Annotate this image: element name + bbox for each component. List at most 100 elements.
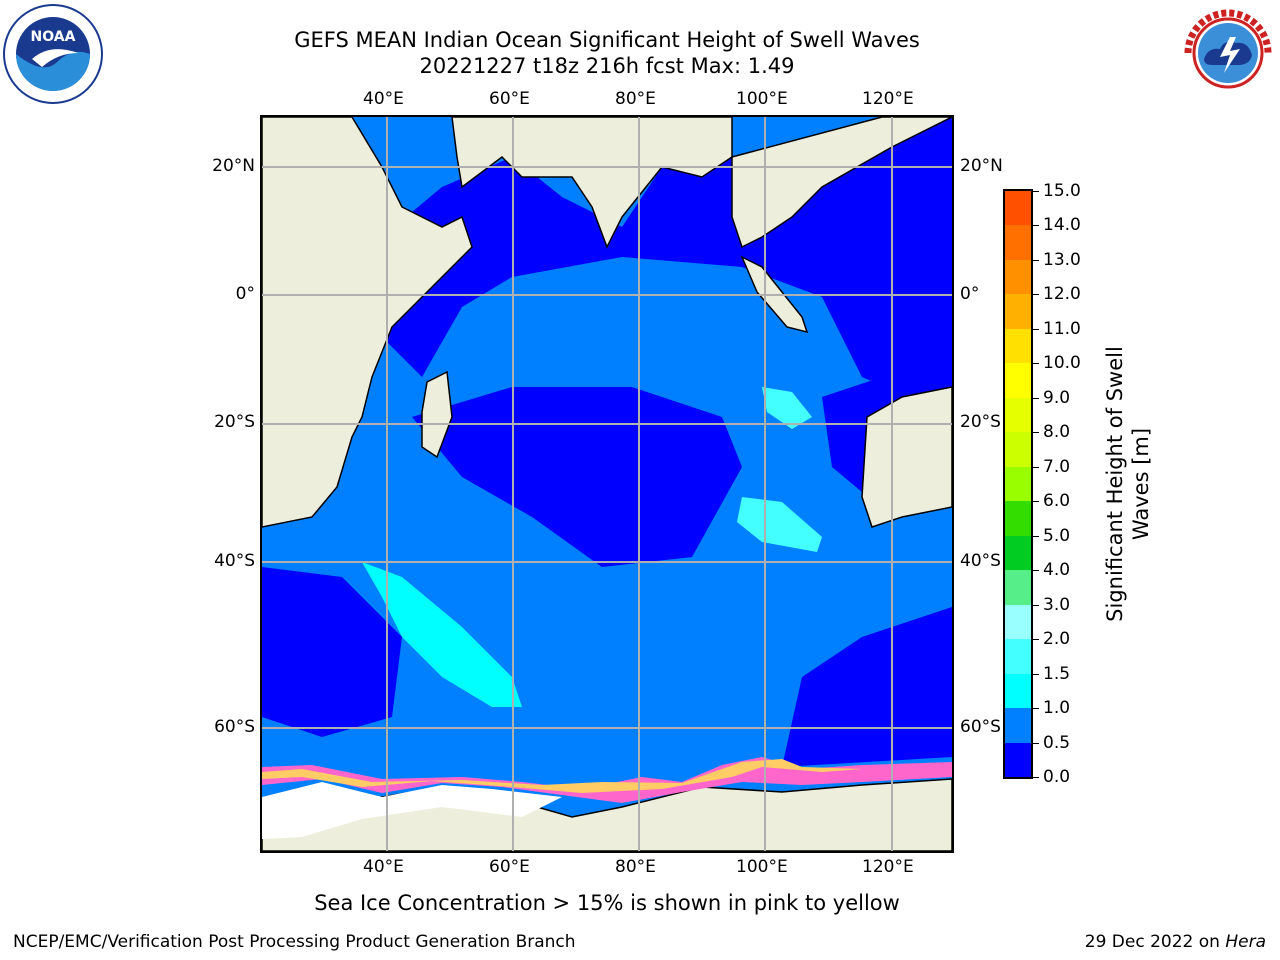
colorbar-tick-label: 14.0 — [1043, 215, 1081, 236]
lon-tick-top: 60°E — [489, 89, 530, 109]
colorbar — [1003, 189, 1033, 779]
colorbar-tick-mark — [1033, 639, 1039, 641]
nws-logo — [1180, 5, 1276, 101]
colorbar-tick-label: 3.0 — [1043, 594, 1071, 615]
lon-tick-bottom: 40°E — [363, 857, 404, 877]
colorbar-tick-label: 2.0 — [1043, 629, 1071, 650]
colorbar-tick-label: 1.0 — [1043, 698, 1071, 719]
ocean-map — [262, 117, 952, 851]
colorbar-tick-mark — [1033, 363, 1039, 365]
noaa-logo: NOAA — [3, 4, 103, 104]
colorbar-segment — [1005, 673, 1031, 710]
colorbar-tick-mark — [1033, 535, 1039, 537]
lat-tick-left: 40°S — [214, 551, 255, 571]
lat-tick-right: 20°N — [960, 156, 1003, 176]
colorbar-segment — [1005, 604, 1031, 641]
svg-text:NOAA: NOAA — [31, 29, 76, 45]
colorbar-segment — [1005, 397, 1031, 434]
colorbar-tick-label: 13.0 — [1043, 249, 1081, 270]
lat-tick-right: 0° — [960, 284, 980, 304]
colorbar-tick-label: 9.0 — [1043, 387, 1071, 408]
colorbar-tick-mark — [1033, 328, 1039, 330]
lon-tick-bottom: 100°E — [736, 857, 788, 877]
colorbar-tick-label: 8.0 — [1043, 422, 1071, 443]
colorbar-segment — [1005, 466, 1031, 503]
map-plot — [260, 115, 954, 853]
sea-ice-footnote: Sea Ice Concentration > 15% is shown in … — [314, 891, 900, 915]
cyan-patch-east — [737, 497, 822, 552]
date-text: 29 Dec 2022 on — [1084, 932, 1226, 952]
arabia-india-land — [451, 117, 733, 249]
cyan-swell-band — [362, 562, 522, 707]
colorbar-tick-label: 4.0 — [1043, 560, 1071, 581]
colorbar-segment — [1005, 432, 1031, 468]
colorbar-tick-mark — [1033, 708, 1039, 710]
sea-ice-pink — [262, 757, 952, 803]
colorbar-tick-mark — [1033, 259, 1039, 261]
colorbar-tick-label: 5.0 — [1043, 525, 1071, 546]
graticule — [262, 117, 952, 851]
central-low-swell — [412, 387, 742, 567]
lon-tick-top: 80°E — [615, 89, 656, 109]
lat-tick-left: 60°S — [214, 717, 255, 737]
colorbar-tick-label: 1.5 — [1043, 663, 1071, 684]
lat-tick-right: 40°S — [960, 551, 1001, 571]
colorbar-tick-label: 11.0 — [1043, 318, 1081, 339]
australia-land — [861, 386, 952, 528]
southeast-asia-land — [731, 117, 952, 249]
lon-tick-bottom: 60°E — [489, 857, 530, 877]
lat-tick-right: 20°S — [960, 412, 1001, 432]
colorbar-tick-label: 10.0 — [1043, 353, 1081, 374]
colorbar-tick-label: 12.0 — [1043, 284, 1081, 305]
lat-tick-right: 60°S — [960, 717, 1001, 737]
lon-tick-bottom: 80°E — [615, 857, 656, 877]
colorbar-label: Significant Height of Swell Waves [m] — [1103, 346, 1153, 622]
colorbar-tick-mark — [1033, 225, 1039, 227]
sea-ice-yellow — [262, 759, 862, 793]
lat-tick-left: 20°N — [212, 156, 255, 176]
host-name: Hera — [1225, 932, 1266, 952]
colorbar-segment — [1005, 501, 1031, 537]
chart-subtitle: 20221227 t18z 216h fcst Max: 1.49 — [419, 54, 795, 78]
cyan-patch-nw — [762, 387, 812, 429]
colorbar-tick-mark — [1033, 191, 1039, 192]
colorbar-segment — [1005, 363, 1031, 399]
colorbar-segment — [1005, 639, 1031, 675]
colorbar-tick-label: 0.5 — [1043, 732, 1071, 753]
colorbar-tick-mark — [1033, 604, 1039, 606]
colorbar-tick-label: 6.0 — [1043, 491, 1071, 512]
colorbar-segment — [1005, 294, 1031, 330]
colorbar-segment — [1005, 328, 1031, 365]
chart-title: GEFS MEAN Indian Ocean Significant Heigh… — [294, 28, 920, 52]
southwest-low-swell — [262, 567, 402, 737]
colorbar-segment — [1005, 742, 1031, 777]
colorbar-tick-label: 15.0 — [1043, 181, 1081, 201]
colorbar-tick-mark — [1033, 501, 1039, 503]
lon-tick-top: 100°E — [736, 89, 788, 109]
colorbar-tick-mark — [1033, 432, 1039, 434]
colorbar-tick-mark — [1033, 742, 1039, 744]
lon-tick-top: 40°E — [363, 89, 404, 109]
colorbar-tick-label: 7.0 — [1043, 456, 1071, 477]
lat-tick-left: 0° — [235, 284, 255, 304]
colorbar-tick-mark — [1033, 777, 1039, 778]
colorbar-tick-mark — [1033, 570, 1039, 572]
lon-tick-bottom: 120°E — [862, 857, 914, 877]
colorbar-segment — [1005, 708, 1031, 744]
colorbar-tick-mark — [1033, 294, 1039, 296]
madagascar-land — [421, 370, 453, 459]
lon-tick-top: 120°E — [862, 89, 914, 109]
colorbar-segment — [1005, 225, 1031, 261]
sea-ice-white — [262, 782, 562, 839]
producer-credit: NCEP/EMC/Verification Post Processing Pr… — [13, 932, 576, 952]
colorbar-tick-mark — [1033, 466, 1039, 468]
colorbar-segment — [1005, 191, 1031, 227]
colorbar-tick-label: 0.0 — [1043, 767, 1071, 787]
lat-tick-left: 20°S — [214, 412, 255, 432]
date-credit: 29 Dec 2022 on Hera — [1085, 931, 1266, 953]
colorbar-segment — [1005, 535, 1031, 572]
colorbar-tick-mark — [1033, 673, 1039, 675]
colorbar-tick-mark — [1033, 397, 1039, 399]
colorbar-segment — [1005, 570, 1031, 606]
colorbar-segment — [1005, 259, 1031, 296]
